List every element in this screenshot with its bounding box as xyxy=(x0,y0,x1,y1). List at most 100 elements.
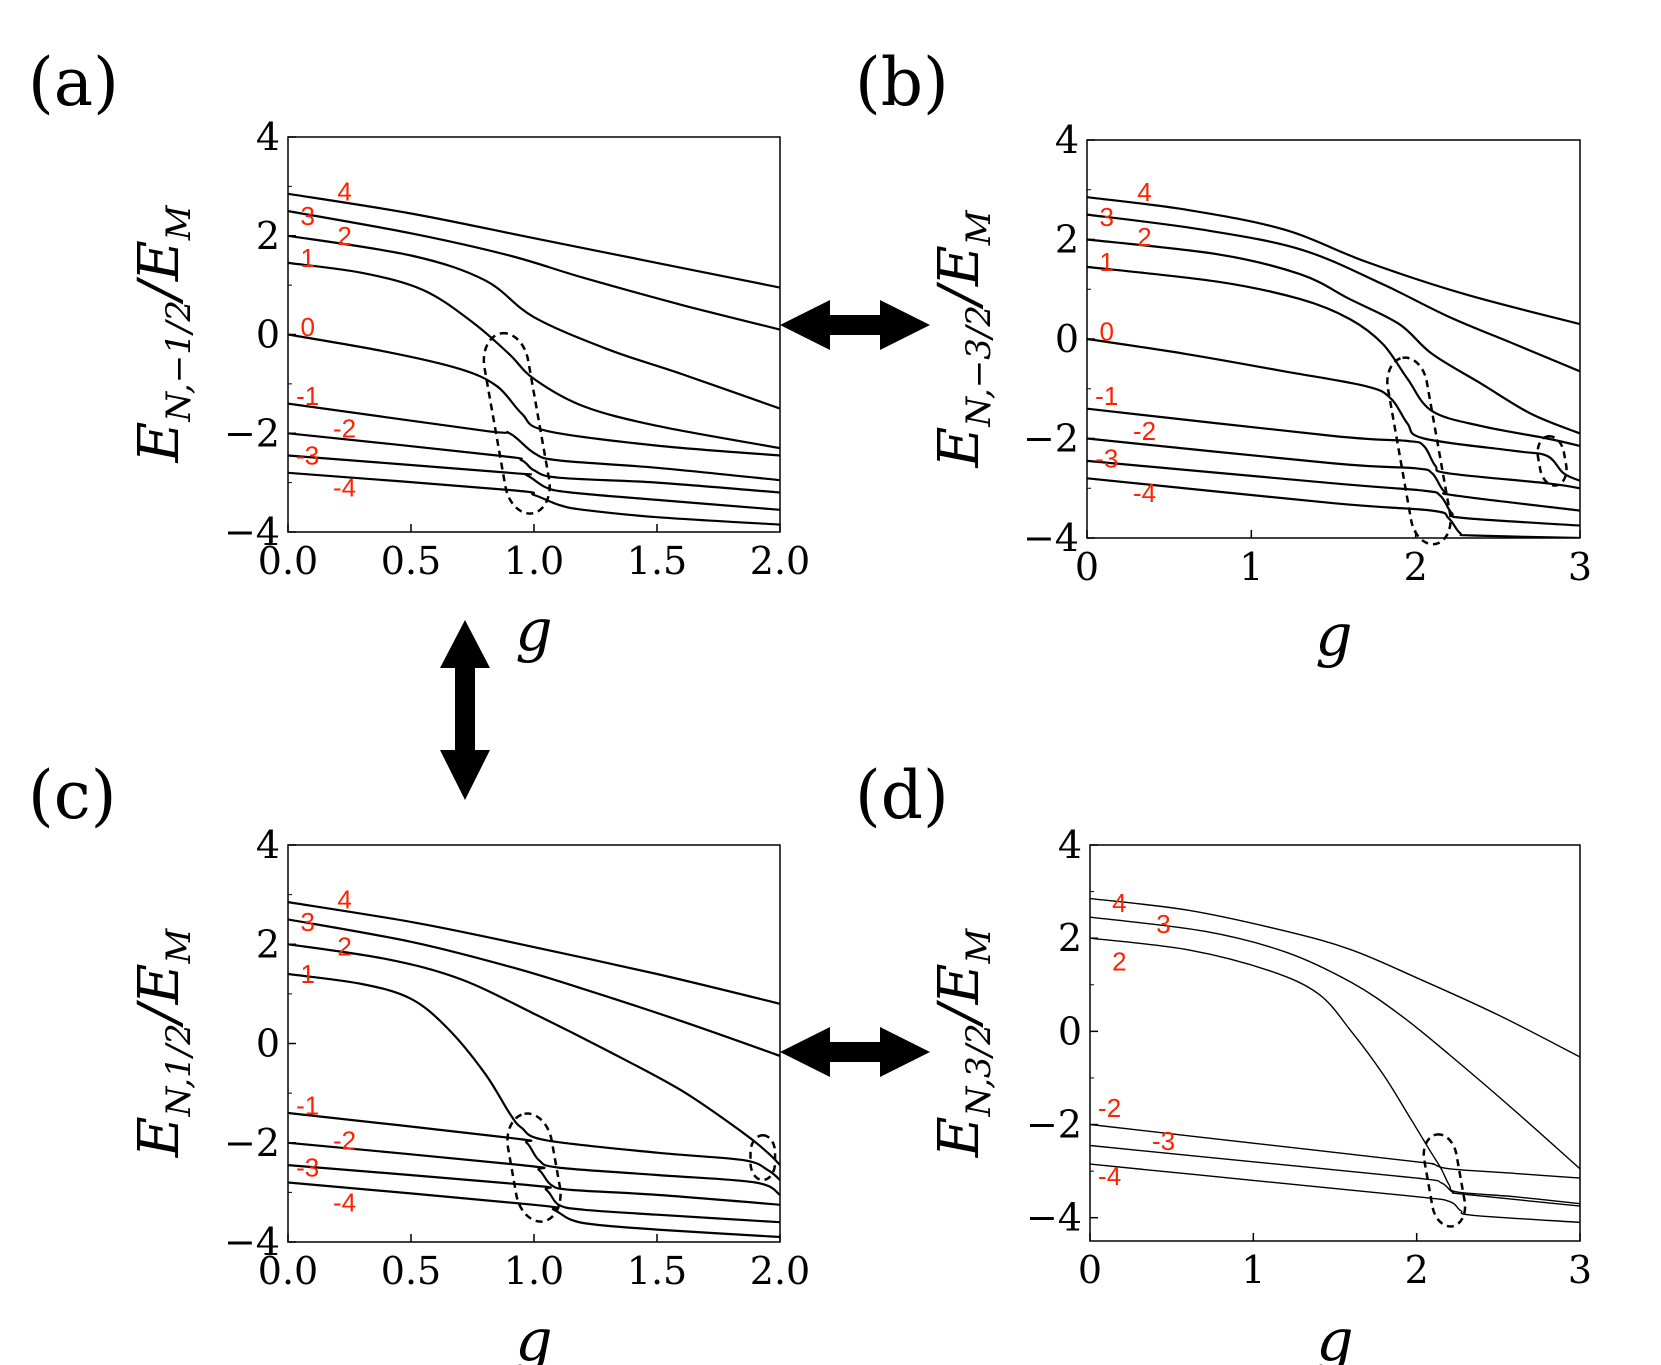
energy-curve-a-0 xyxy=(288,192,780,289)
energy-curve-a-6 xyxy=(288,432,780,494)
panel-label-b: (b) xyxy=(855,44,949,121)
y-label-main-c: E xyxy=(127,1116,192,1158)
curve-label-d: -3 xyxy=(1152,1126,1175,1156)
curves-a xyxy=(288,192,780,526)
y-label-tail-sub-b: M xyxy=(959,209,999,246)
energy-curve-d-4 xyxy=(1090,1144,1580,1207)
dashed-regions-a xyxy=(482,331,551,515)
y-tick-label-c: 2 xyxy=(256,922,280,966)
curves-b xyxy=(1087,196,1580,538)
y-tick-label-a: 0 xyxy=(256,313,280,357)
energy-curve-c-7 xyxy=(288,1181,780,1239)
x-axis-label-b: g xyxy=(1315,601,1352,669)
x-tick-label-b: 0 xyxy=(1075,545,1099,589)
dashed-regions-d xyxy=(1422,1133,1467,1228)
double-arrow-horizontal-bottom-icon xyxy=(780,1027,930,1077)
curve-label-a: -2 xyxy=(333,413,356,443)
y-label-main-a: E xyxy=(127,422,192,464)
curve-label-a: 0 xyxy=(300,312,314,342)
y-tick-label-b: 4 xyxy=(1055,118,1079,162)
energy-curve-a-1 xyxy=(288,210,780,331)
dashed-region-c-1 xyxy=(749,1134,777,1182)
axis-ticks-a: 0.0 0.5 1.0 1.5 2.0 −4 −2 0 2 4 xyxy=(224,115,810,583)
curve-label-c: -4 xyxy=(333,1187,356,1217)
energy-curve-b-8 xyxy=(1087,477,1580,538)
energy-curve-c-2 xyxy=(288,943,780,1166)
curves-d xyxy=(1090,897,1580,1224)
curve-label-a: 3 xyxy=(300,201,314,231)
curve-label-a: -1 xyxy=(296,381,319,411)
curve-label-c: -3 xyxy=(296,1153,319,1183)
curve-label-d: 2 xyxy=(1112,946,1126,976)
y-tick-label-a: 2 xyxy=(256,214,280,258)
curve-label-a: -4 xyxy=(333,473,356,503)
energy-curve-c-4 xyxy=(288,1111,780,1196)
x-tick-label-a: 0.5 xyxy=(381,539,441,583)
y-label-sub-b: N,−3/2 xyxy=(959,305,999,428)
y-tick-label-b: 2 xyxy=(1055,218,1079,262)
axis-ticks-c: 0.0 0.5 1.0 1.5 2.0 −4 −2 0 2 4 xyxy=(224,823,810,1293)
energy-curve-a-8 xyxy=(288,471,780,526)
energy-curve-d-3 xyxy=(1090,1123,1580,1179)
x-tick-label-a: 1.5 xyxy=(627,539,687,583)
y-label-main-b: E xyxy=(927,427,992,469)
energy-curve-a-2 xyxy=(288,234,780,410)
plot-frame-b xyxy=(1086,139,1581,539)
curve-label-c: -1 xyxy=(296,1091,319,1121)
y-axis-label-c: EN,1/2/EM xyxy=(127,928,199,1159)
y-tick-label-c: −2 xyxy=(224,1121,280,1165)
energy-curve-c-5 xyxy=(288,1141,780,1206)
x-tick-label-d: 3 xyxy=(1568,1248,1592,1292)
energy-curve-d-1 xyxy=(1090,916,1580,1170)
x-tick-label-b: 1 xyxy=(1239,545,1263,589)
curve-label-b: -4 xyxy=(1133,478,1156,508)
curve-label-a: 1 xyxy=(300,243,314,273)
y-label-sub-a: N,−1/2 xyxy=(159,300,199,423)
curve-label-c: 1 xyxy=(300,959,314,989)
y-axis-label-d: EN,3/2/EM xyxy=(927,928,999,1159)
curve-label-b: -3 xyxy=(1095,443,1118,473)
x-tick-label-a: 2.0 xyxy=(750,539,810,583)
x-tick-label-a: 1.0 xyxy=(504,539,564,583)
energy-curve-b-0 xyxy=(1087,196,1580,326)
x-tick-label-c: 1.0 xyxy=(504,1249,564,1293)
double-arrow-vertical-icon xyxy=(440,620,490,800)
curve-label-c: -2 xyxy=(333,1125,356,1155)
curve-label-d: 4 xyxy=(1112,888,1126,918)
y-tick-label-b: −2 xyxy=(1023,417,1079,461)
curve-label-b: -2 xyxy=(1133,416,1156,446)
energy-curve-a-4 xyxy=(288,333,780,457)
energy-curve-c-6 xyxy=(288,1164,780,1224)
y-tick-label-d: 4 xyxy=(1058,823,1082,867)
energy-curve-c-0 xyxy=(288,901,780,1005)
curve-label-d: -4 xyxy=(1098,1161,1121,1191)
y-label-sub-c: N,1/2 xyxy=(159,1023,199,1117)
dashed-region-d-0 xyxy=(1422,1133,1467,1228)
curve-label-b: 3 xyxy=(1099,202,1113,232)
y-label-tail-b: /E xyxy=(927,245,992,310)
dashed-region-b-0 xyxy=(1386,356,1452,546)
dashed-region-b-1 xyxy=(1536,434,1568,487)
x-tick-label-d: 1 xyxy=(1241,1248,1265,1292)
energy-curve-d-0 xyxy=(1090,897,1580,1058)
y-label-tail-sub-a: M xyxy=(159,204,199,241)
y-tick-label-d: 0 xyxy=(1058,1009,1082,1053)
plot-frame-c xyxy=(287,844,781,1243)
x-tick-label-d: 2 xyxy=(1405,1248,1429,1292)
y-tick-label-b: 0 xyxy=(1055,317,1079,361)
y-label-sub-d: N,3/2 xyxy=(959,1023,999,1117)
x-axis-label-c: g xyxy=(515,1306,552,1365)
y-tick-label-d: −4 xyxy=(1026,1196,1082,1240)
double-arrow-horizontal-top-icon xyxy=(780,300,930,350)
x-tick-label-c: 0.5 xyxy=(381,1249,441,1293)
energy-curve-a-5 xyxy=(288,402,780,482)
curve-label-b: -1 xyxy=(1095,381,1118,411)
